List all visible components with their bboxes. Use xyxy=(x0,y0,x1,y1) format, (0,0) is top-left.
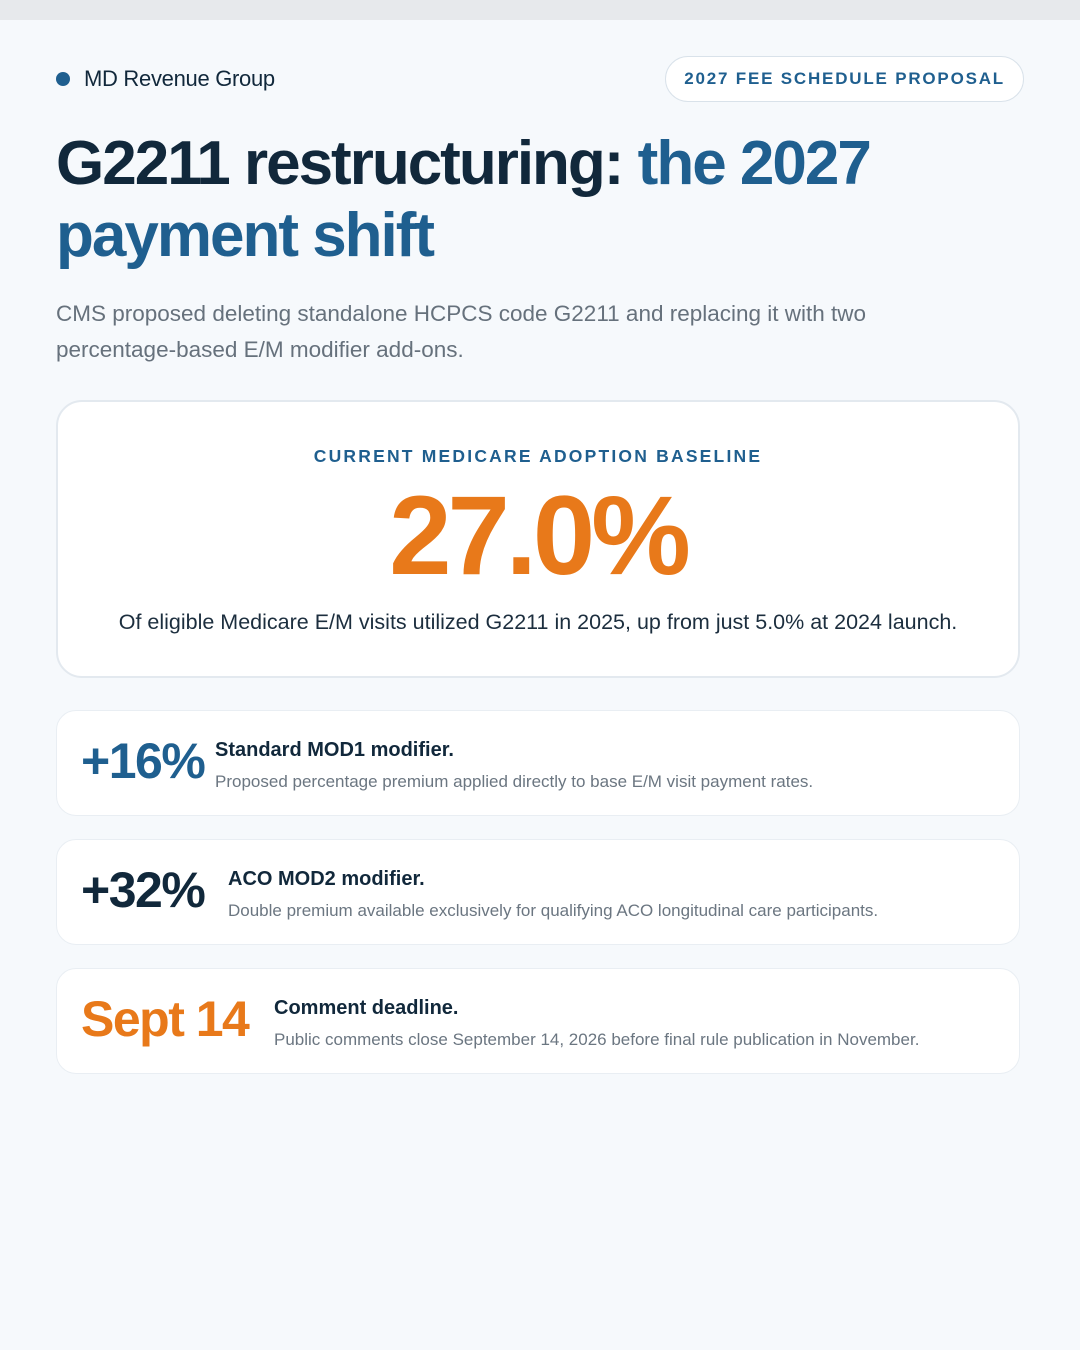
card-stat: +32% xyxy=(81,862,206,918)
card-stat: +16% xyxy=(81,733,206,789)
fee-schedule-badge: 2027 FEE SCHEDULE PROPOSAL xyxy=(665,56,1024,102)
card-title: Comment deadline. xyxy=(274,997,459,1019)
card-text: Comment deadline. Public comments close … xyxy=(274,995,999,1051)
card-title: Standard MOD1 modifier. xyxy=(215,739,454,761)
brand-dot-icon xyxy=(56,72,70,86)
title-part-dark: G2211 restructuring: xyxy=(56,129,638,198)
stat-card: +32% ACO MOD2 modifier. Double premium a… xyxy=(56,839,1020,945)
card-description: Double premium available exclusively for… xyxy=(228,901,879,920)
card-text: Standard MOD1 modifier. Proposed percent… xyxy=(215,737,999,793)
stat-card: +16% Standard MOD1 modifier. Proposed pe… xyxy=(56,710,1020,816)
top-bar xyxy=(0,0,1080,20)
title-part-accent: the 2027 payment shift xyxy=(56,129,872,270)
stat-card: Sept 14 Comment deadline. Public comment… xyxy=(56,968,1020,1074)
card-text: ACO MOD2 modifier. Double premium availa… xyxy=(228,866,999,922)
card-stat: Sept 14 xyxy=(81,991,250,1047)
card-description: Public comments close September 14, 2026… xyxy=(274,1030,920,1049)
hero-value: 27.0% xyxy=(389,473,691,598)
card-title: ACO MOD2 modifier. xyxy=(228,868,425,890)
hero-description: Of eligible Medicare E/M visits utilized… xyxy=(118,610,958,634)
card-description: Proposed percentage premium applied dire… xyxy=(215,772,814,791)
hero-label: CURRENT MEDICARE ADOPTION BASELINE xyxy=(313,446,763,466)
page-background xyxy=(0,20,1080,1350)
adoption-baseline-card: CURRENT MEDICARE ADOPTION BASELINE 27.0%… xyxy=(56,400,1020,678)
intro-text: CMS proposed deleting standalone HCPCS c… xyxy=(56,301,867,362)
page-title: G2211 restructuring: the 2027 payment sh… xyxy=(56,128,996,272)
brand: MD Revenue Group xyxy=(56,66,275,92)
brand-name: MD Revenue Group xyxy=(84,66,275,91)
